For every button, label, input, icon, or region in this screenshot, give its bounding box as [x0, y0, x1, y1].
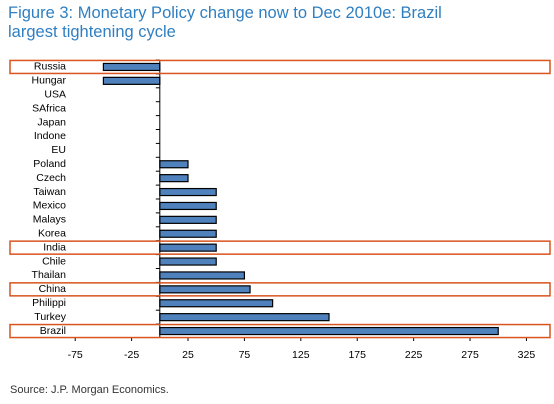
bar: [159, 229, 217, 238]
bar: [102, 76, 161, 85]
source-note: Source: J.P. Morgan Economics.: [10, 384, 169, 396]
highlight-box: [9, 323, 551, 339]
x-tick-label: 225: [405, 349, 423, 361]
y-tick-label: Philippi: [32, 297, 66, 309]
y-tick-label: Chile: [42, 255, 66, 267]
bar: [159, 326, 499, 336]
y-tick-label: Thailan: [32, 269, 67, 281]
x-tick-label: 175: [348, 349, 366, 361]
bar: [159, 215, 217, 224]
bar: [102, 62, 161, 72]
x-tick-label: 125: [292, 349, 310, 361]
y-tick-label: Hungar: [32, 75, 67, 87]
x-tick-label: -75: [68, 349, 83, 361]
y-tick-label: Mexico: [33, 200, 66, 212]
chart-title: Figure 3: Monetary Policy change now to …: [8, 4, 442, 41]
y-tick-label: Malays: [33, 214, 66, 226]
y-tick-label: Japan: [37, 116, 66, 128]
y-tick-label: SAfrica: [32, 102, 66, 114]
bar: [159, 313, 330, 322]
highlight-box: [9, 282, 551, 297]
bar: [159, 285, 251, 294]
y-tick-label: Korea: [38, 228, 66, 240]
bar: [159, 257, 217, 266]
y-tick-label: USA: [44, 89, 66, 101]
y-tick-label: Indone: [34, 130, 66, 142]
y-tick-label: China: [39, 283, 67, 295]
bar: [159, 174, 189, 183]
bar: [159, 299, 274, 308]
y-tick-label: Taiwan: [33, 186, 66, 198]
x-tick-label: 25: [182, 349, 194, 361]
y-tick-label: Turkey: [34, 311, 66, 323]
y-tick-label: Brazil: [40, 325, 66, 337]
y-tick-label: EU: [51, 144, 66, 156]
bar: [159, 187, 217, 197]
bar: [159, 201, 217, 211]
y-tick-label: Poland: [33, 158, 66, 170]
y-tick-label: Czech: [36, 172, 66, 184]
highlight-box: [9, 240, 551, 255]
x-tick-label: -25: [124, 349, 139, 361]
y-tick-label: Russia: [34, 61, 66, 73]
y-tick-label: India: [43, 241, 66, 253]
bar: [159, 271, 246, 280]
bar: [159, 243, 217, 252]
x-tick-label: 75: [239, 349, 251, 361]
highlight-box: [9, 59, 551, 75]
x-tick-label: 275: [461, 349, 479, 361]
x-tick-label: 325: [518, 349, 536, 361]
bar: [159, 160, 189, 169]
